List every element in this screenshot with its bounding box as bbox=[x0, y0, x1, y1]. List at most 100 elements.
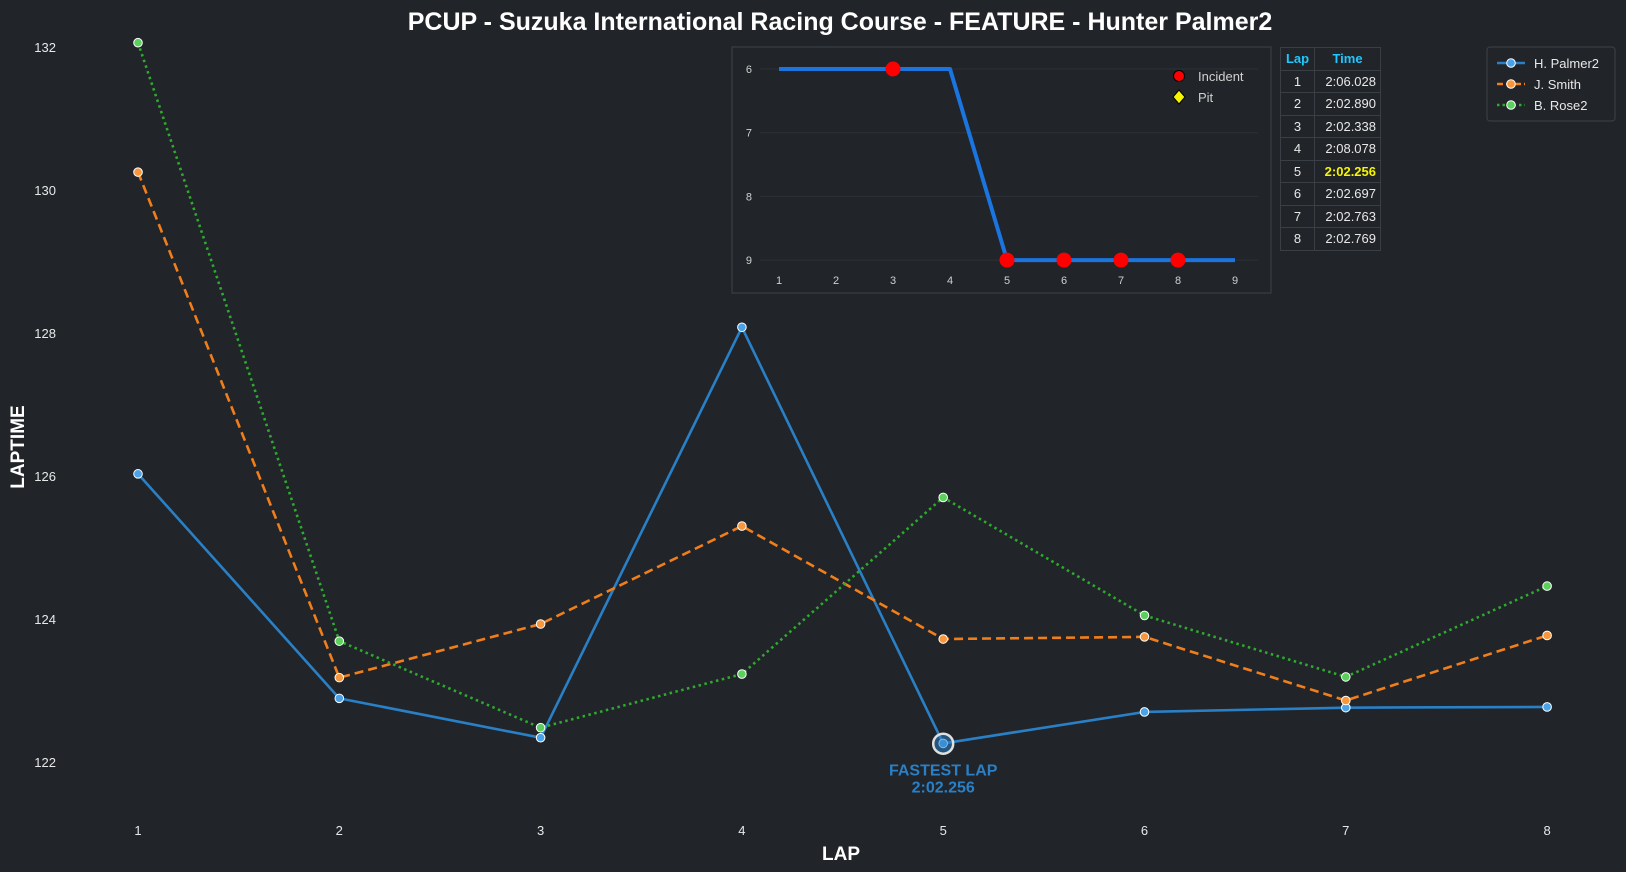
legend-marker bbox=[1506, 100, 1516, 110]
inset-x-tick-label: 8 bbox=[1175, 275, 1181, 287]
pit-legend-icon bbox=[1172, 89, 1186, 105]
data-point bbox=[1542, 630, 1552, 641]
table-row: 6 2:02.697 bbox=[1280, 182, 1381, 206]
lap-number: 1 bbox=[1280, 69, 1315, 93]
data-point bbox=[1542, 702, 1552, 712]
data-point bbox=[133, 167, 143, 177]
data-point bbox=[938, 634, 949, 644]
incident-marker bbox=[999, 252, 1015, 268]
data-point bbox=[334, 693, 345, 704]
x-tick-label: 3 bbox=[537, 823, 544, 838]
inset-y-tick-label: 9 bbox=[746, 255, 752, 267]
lap-time: 2:02.763 bbox=[1314, 204, 1381, 228]
data-point bbox=[1341, 695, 1351, 706]
legend: H. Palmer2 J. Smith B. Rose2 bbox=[1486, 46, 1616, 122]
fastest-lap-marker bbox=[931, 732, 955, 755]
data-point bbox=[133, 469, 143, 479]
inset-x-tick-label: 9 bbox=[1232, 275, 1238, 287]
fastest-lap-label: FASTEST LAP bbox=[889, 763, 998, 780]
x-tick-label: 2 bbox=[336, 823, 343, 838]
x-tick-label: 6 bbox=[1141, 823, 1148, 838]
x-tick-label: 1 bbox=[134, 823, 141, 838]
legend-label: B. Rose2 bbox=[1534, 98, 1587, 113]
data-point bbox=[334, 672, 345, 683]
data-point bbox=[1139, 610, 1150, 621]
data-point bbox=[737, 322, 747, 333]
lap-time: 2:06.028 bbox=[1314, 69, 1381, 93]
data-point bbox=[535, 732, 546, 743]
x-tick-label: 7 bbox=[1342, 823, 1349, 838]
data-point bbox=[938, 492, 949, 503]
inset-x-tick-label: 6 bbox=[1061, 275, 1067, 287]
series-line-2 bbox=[136, 171, 1548, 702]
legend-label: J. Smith bbox=[1534, 77, 1581, 92]
lap-number: 8 bbox=[1280, 227, 1315, 251]
lap-time: 2:02.338 bbox=[1314, 114, 1381, 138]
table-row: 2 2:02.890 bbox=[1280, 92, 1381, 116]
data-point bbox=[535, 722, 546, 733]
data-point bbox=[133, 37, 143, 48]
table-row: 4 2:08.078 bbox=[1280, 137, 1381, 161]
data-point bbox=[1139, 707, 1150, 717]
table-header-row: Lap Time bbox=[1280, 47, 1381, 71]
data-point bbox=[1341, 672, 1351, 682]
position-inset-chart: 6 7 8 9 1 2 3 4 5 6 7 8 9 Incident Pit bbox=[731, 46, 1272, 294]
incident-marker bbox=[1056, 252, 1072, 268]
incident-legend-label: Incident bbox=[1198, 69, 1244, 84]
table-header-lap: Lap bbox=[1280, 47, 1315, 71]
lap-number: 4 bbox=[1280, 137, 1315, 161]
inset-x-tick-label: 3 bbox=[890, 275, 896, 287]
incident-marker bbox=[1170, 252, 1186, 268]
inset-x-tick-label: 1 bbox=[776, 275, 782, 287]
table-row: 3 2:02.338 bbox=[1280, 114, 1381, 138]
y-tick-label: 126 bbox=[34, 469, 56, 484]
y-tick-label: 124 bbox=[34, 612, 56, 627]
chart-title: PCUP - Suzuka International Racing Cours… bbox=[408, 8, 1273, 36]
y-tick-label: 132 bbox=[34, 40, 56, 55]
x-tick-label: 8 bbox=[1543, 823, 1550, 838]
lap-number: 3 bbox=[1280, 114, 1315, 138]
legend-frame bbox=[1486, 46, 1616, 122]
data-point bbox=[1139, 632, 1150, 642]
lap-time: 2:02.769 bbox=[1314, 227, 1381, 251]
table-row: 7 2:02.763 bbox=[1280, 204, 1381, 228]
x-tick-label: 5 bbox=[940, 823, 947, 838]
series-lines bbox=[133, 37, 1552, 749]
lap-number: 5 bbox=[1280, 159, 1315, 183]
legend-marker bbox=[1506, 79, 1516, 89]
incident-legend-icon bbox=[1173, 70, 1185, 82]
lap-time: 2:02.697 bbox=[1314, 182, 1381, 206]
lap-time-table: Lap Time 1 2:06.028 2 2:02.890 3 2:02.338 4… bbox=[1280, 47, 1381, 251]
inset-x-tick-label: 2 bbox=[833, 275, 839, 287]
x-tick-label: 4 bbox=[738, 823, 745, 838]
table-row: 1 2:06.028 bbox=[1280, 69, 1381, 93]
data-point bbox=[535, 619, 546, 629]
data-point bbox=[334, 636, 345, 646]
y-tick-label: 122 bbox=[34, 755, 56, 770]
x-axis-label: LAP bbox=[822, 844, 860, 865]
pit-legend-label: Pit bbox=[1198, 90, 1214, 105]
lap-number: 7 bbox=[1280, 204, 1315, 228]
inset-y-tick-label: 6 bbox=[746, 64, 752, 76]
inset-x-tick-label: 4 bbox=[947, 275, 953, 287]
inset-frame bbox=[731, 46, 1272, 294]
fastest-lap-value: 2:02.256 bbox=[912, 780, 975, 797]
data-point bbox=[737, 521, 747, 531]
lap-number: 6 bbox=[1280, 182, 1315, 206]
incident-marker bbox=[885, 61, 901, 77]
lap-number: 2 bbox=[1280, 92, 1315, 116]
y-tick-label: 130 bbox=[34, 183, 56, 198]
lap-time-best: 2:02.256 bbox=[1314, 159, 1381, 183]
inset-x-tick-label: 5 bbox=[1004, 275, 1010, 287]
incident-marker bbox=[1113, 252, 1129, 268]
inset-x-tick-label: 7 bbox=[1118, 275, 1124, 287]
data-point bbox=[1542, 581, 1552, 591]
table-row: 8 2:02.769 bbox=[1280, 227, 1381, 251]
inset-y-tick-label: 7 bbox=[746, 128, 752, 140]
y-axis-label: LAPTIME bbox=[8, 405, 29, 488]
lap-time: 2:02.890 bbox=[1314, 92, 1381, 116]
data-point bbox=[737, 669, 747, 679]
